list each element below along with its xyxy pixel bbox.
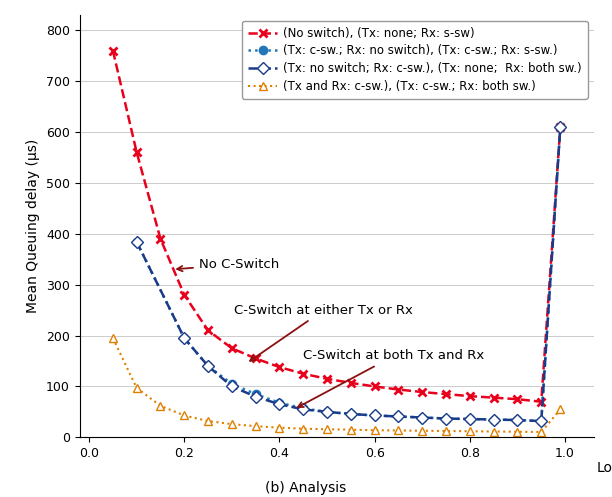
(Tx: c-sw.; Rx: no switch), (Tx: c-sw.; Rx: s-sw.): (0.9, 34): c-sw.; Rx: no switch), (Tx: c-sw.; Rx: s… — [514, 417, 521, 423]
Text: C-Switch at either Tx or Rx: C-Switch at either Tx or Rx — [234, 304, 413, 361]
(Tx: no switch; Rx: c-sw.), (Tx: none;  Rx: both sw.): (0.95, 32): no switch; Rx: c-sw.), (Tx: none; Rx: bo… — [537, 418, 545, 424]
(Tx and Rx: c-sw.), (Tx: c-sw.; Rx: both sw.): (0.25, 32): c-sw.), (Tx: c-sw.; Rx: both sw.): (0.25… — [204, 418, 212, 424]
(Tx: c-sw.; Rx: no switch), (Tx: c-sw.; Rx: s-sw.): (0.55, 46): c-sw.; Rx: no switch), (Tx: c-sw.; Rx: s… — [347, 411, 354, 417]
Line: (Tx and Rx: c-sw.), (Tx: c-sw.; Rx: both sw.): (Tx and Rx: c-sw.), (Tx: c-sw.; Rx: both… — [109, 334, 564, 436]
(Tx: c-sw.; Rx: no switch), (Tx: c-sw.; Rx: s-sw.): (0.7, 39): c-sw.; Rx: no switch), (Tx: c-sw.; Rx: s… — [419, 414, 426, 420]
(Tx: c-sw.; Rx: no switch), (Tx: c-sw.; Rx: s-sw.): (0.5, 50): c-sw.; Rx: no switch), (Tx: c-sw.; Rx: s… — [323, 409, 330, 415]
(Tx and Rx: c-sw.), (Tx: c-sw.; Rx: both sw.): (0.55, 15): c-sw.), (Tx: c-sw.; Rx: both sw.): (0.55… — [347, 427, 354, 433]
(Tx: no switch; Rx: c-sw.), (Tx: none;  Rx: both sw.): (0.65, 41): no switch; Rx: c-sw.), (Tx: none; Rx: bo… — [395, 414, 402, 419]
(Tx: no switch; Rx: c-sw.), (Tx: none;  Rx: both sw.): (0.2, 195): no switch; Rx: c-sw.), (Tx: none; Rx: bo… — [181, 335, 188, 341]
(Tx: no switch; Rx: c-sw.), (Tx: none;  Rx: both sw.): (0.9, 34): no switch; Rx: c-sw.), (Tx: none; Rx: bo… — [514, 417, 521, 423]
(No switch), (Tx: none; Rx: s-sw): (0.25, 210): none; Rx: s-sw): (0.25, 210) — [204, 328, 212, 333]
(Tx: c-sw.; Rx: no switch), (Tx: c-sw.; Rx: s-sw.): (0.2, 195): c-sw.; Rx: no switch), (Tx: c-sw.; Rx: s… — [181, 335, 188, 341]
(Tx: no switch; Rx: c-sw.), (Tx: none;  Rx: both sw.): (0.75, 37): no switch; Rx: c-sw.), (Tx: none; Rx: bo… — [442, 415, 450, 421]
(Tx and Rx: c-sw.), (Tx: c-sw.; Rx: both sw.): (0.35, 22): c-sw.), (Tx: c-sw.; Rx: both sw.): (0.35… — [252, 423, 259, 429]
(Tx: c-sw.; Rx: no switch), (Tx: c-sw.; Rx: s-sw.): (0.25, 140): c-sw.; Rx: no switch), (Tx: c-sw.; Rx: s… — [204, 363, 212, 369]
Text: (b) Analysis: (b) Analysis — [266, 481, 346, 495]
(Tx: no switch; Rx: c-sw.), (Tx: none;  Rx: both sw.): (0.8, 36): no switch; Rx: c-sw.), (Tx: none; Rx: bo… — [466, 416, 474, 422]
Y-axis label: Mean Queuing delay (μs): Mean Queuing delay (μs) — [26, 139, 40, 313]
(Tx: c-sw.; Rx: no switch), (Tx: c-sw.; Rx: s-sw.): (0.8, 36): c-sw.; Rx: no switch), (Tx: c-sw.; Rx: s… — [466, 416, 474, 422]
(Tx and Rx: c-sw.), (Tx: c-sw.; Rx: both sw.): (0.1, 97): c-sw.), (Tx: c-sw.; Rx: both sw.): (0.1,… — [133, 385, 140, 391]
(Tx: c-sw.; Rx: no switch), (Tx: c-sw.; Rx: s-sw.): (0.1, 384): c-sw.; Rx: no switch), (Tx: c-sw.; Rx: s… — [133, 239, 140, 245]
(Tx: c-sw.; Rx: no switch), (Tx: c-sw.; Rx: s-sw.): (0.6, 43): c-sw.; Rx: no switch), (Tx: c-sw.; Rx: s… — [371, 413, 378, 418]
(Tx: no switch; Rx: c-sw.), (Tx: none;  Rx: both sw.): (0.5, 50): no switch; Rx: c-sw.), (Tx: none; Rx: bo… — [323, 409, 330, 415]
(Tx: no switch; Rx: c-sw.), (Tx: none;  Rx: both sw.): (0.85, 35): no switch; Rx: c-sw.), (Tx: none; Rx: bo… — [490, 416, 498, 422]
(No switch), (Tx: none; Rx: s-sw): (0.2, 280): none; Rx: s-sw): (0.2, 280) — [181, 292, 188, 298]
(No switch), (Tx: none; Rx: s-sw): (0.3, 175): none; Rx: s-sw): (0.3, 175) — [228, 345, 236, 351]
Line: (Tx: no switch; Rx: c-sw.), (Tx: none;  Rx: both sw.): (Tx: no switch; Rx: c-sw.), (Tx: none; R… — [133, 123, 564, 425]
(No switch), (Tx: none; Rx: s-sw): (0.05, 760): none; Rx: s-sw): (0.05, 760) — [109, 48, 116, 54]
Text: C-Switch at both Tx and Rx: C-Switch at both Tx and Rx — [298, 349, 485, 407]
(No switch), (Tx: none; Rx: s-sw): (0.6, 100): none; Rx: s-sw): (0.6, 100) — [371, 384, 378, 390]
Legend: (No switch), (Tx: none; Rx: s-sw), (Tx: c-sw.; Rx: no switch), (Tx: c-sw.; Rx: s: (No switch), (Tx: none; Rx: s-sw), (Tx: … — [242, 21, 588, 99]
(Tx: no switch; Rx: c-sw.), (Tx: none;  Rx: both sw.): (0.45, 55): no switch; Rx: c-sw.), (Tx: none; Rx: bo… — [300, 407, 307, 413]
(No switch), (Tx: none; Rx: s-sw): (0.7, 89): none; Rx: s-sw): (0.7, 89) — [419, 389, 426, 395]
(Tx: c-sw.; Rx: no switch), (Tx: c-sw.; Rx: s-sw.): (0.85, 35): c-sw.; Rx: no switch), (Tx: c-sw.; Rx: s… — [490, 416, 498, 422]
(Tx and Rx: c-sw.), (Tx: c-sw.; Rx: both sw.): (0.05, 195): c-sw.), (Tx: c-sw.; Rx: both sw.): (0.05… — [109, 335, 116, 341]
(Tx: no switch; Rx: c-sw.), (Tx: none;  Rx: both sw.): (0.7, 39): no switch; Rx: c-sw.), (Tx: none; Rx: bo… — [419, 414, 426, 420]
(Tx: no switch; Rx: c-sw.), (Tx: none;  Rx: both sw.): (0.4, 65): no switch; Rx: c-sw.), (Tx: none; Rx: bo… — [276, 401, 283, 407]
(No switch), (Tx: none; Rx: s-sw): (0.15, 390): none; Rx: s-sw): (0.15, 390) — [157, 236, 164, 242]
(No switch), (Tx: none; Rx: s-sw): (0.1, 560): none; Rx: s-sw): (0.1, 560) — [133, 150, 140, 156]
(No switch), (Tx: none; Rx: s-sw): (0.9, 75): none; Rx: s-sw): (0.9, 75) — [514, 396, 521, 402]
(Tx: c-sw.; Rx: no switch), (Tx: c-sw.; Rx: s-sw.): (0.65, 41): c-sw.; Rx: no switch), (Tx: c-sw.; Rx: s… — [395, 414, 402, 419]
(Tx and Rx: c-sw.), (Tx: c-sw.; Rx: both sw.): (0.2, 43): c-sw.), (Tx: c-sw.; Rx: both sw.): (0.2,… — [181, 413, 188, 418]
(Tx and Rx: c-sw.), (Tx: c-sw.; Rx: both sw.): (0.5, 16): c-sw.), (Tx: c-sw.; Rx: both sw.): (0.5,… — [323, 426, 330, 432]
(Tx and Rx: c-sw.), (Tx: c-sw.; Rx: both sw.): (0.75, 12.5): c-sw.), (Tx: c-sw.; Rx: both sw.): (0.75… — [442, 428, 450, 434]
(No switch), (Tx: none; Rx: s-sw): (0.35, 155): none; Rx: s-sw): (0.35, 155) — [252, 355, 259, 361]
(Tx: no switch; Rx: c-sw.), (Tx: none;  Rx: both sw.): (0.99, 610): no switch; Rx: c-sw.), (Tx: none; Rx: bo… — [557, 124, 564, 130]
(Tx: no switch; Rx: c-sw.), (Tx: none;  Rx: both sw.): (0.25, 140): no switch; Rx: c-sw.), (Tx: none; Rx: bo… — [204, 363, 212, 369]
(Tx: c-sw.; Rx: no switch), (Tx: c-sw.; Rx: s-sw.): (0.95, 32): c-sw.; Rx: no switch), (Tx: c-sw.; Rx: s… — [537, 418, 545, 424]
(No switch), (Tx: none; Rx: s-sw): (0.99, 610): none; Rx: s-sw): (0.99, 610) — [557, 124, 564, 130]
(Tx and Rx: c-sw.), (Tx: c-sw.; Rx: both sw.): (0.4, 19): c-sw.), (Tx: c-sw.; Rx: both sw.): (0.4,… — [276, 425, 283, 431]
(Tx: no switch; Rx: c-sw.), (Tx: none;  Rx: both sw.): (0.6, 43): no switch; Rx: c-sw.), (Tx: none; Rx: bo… — [371, 413, 378, 418]
(No switch), (Tx: none; Rx: s-sw): (0.75, 85): none; Rx: s-sw): (0.75, 85) — [442, 391, 450, 397]
(No switch), (Tx: none; Rx: s-sw): (0.8, 81): none; Rx: s-sw): (0.8, 81) — [466, 393, 474, 399]
(Tx and Rx: c-sw.), (Tx: c-sw.; Rx: both sw.): (0.8, 12): c-sw.), (Tx: c-sw.; Rx: both sw.): (0.8,… — [466, 428, 474, 434]
(Tx: no switch; Rx: c-sw.), (Tx: none;  Rx: both sw.): (0.1, 384): no switch; Rx: c-sw.), (Tx: none; Rx: bo… — [133, 239, 140, 245]
(Tx and Rx: c-sw.), (Tx: c-sw.; Rx: both sw.): (0.7, 13): c-sw.), (Tx: c-sw.; Rx: both sw.): (0.7,… — [419, 428, 426, 434]
(Tx and Rx: c-sw.), (Tx: c-sw.; Rx: both sw.): (0.95, 10.5): c-sw.), (Tx: c-sw.; Rx: both sw.): (0.95… — [537, 429, 545, 435]
(No switch), (Tx: none; Rx: s-sw): (0.95, 70): none; Rx: s-sw): (0.95, 70) — [537, 399, 545, 405]
(Tx: c-sw.; Rx: no switch), (Tx: c-sw.; Rx: s-sw.): (0.99, 610): c-sw.; Rx: no switch), (Tx: c-sw.; Rx: s… — [557, 124, 564, 130]
(No switch), (Tx: none; Rx: s-sw): (0.4, 138): none; Rx: s-sw): (0.4, 138) — [276, 364, 283, 370]
(Tx: c-sw.; Rx: no switch), (Tx: c-sw.; Rx: s-sw.): (0.35, 85): c-sw.; Rx: no switch), (Tx: c-sw.; Rx: s… — [252, 391, 259, 397]
(Tx: c-sw.; Rx: no switch), (Tx: c-sw.; Rx: s-sw.): (0.4, 68): c-sw.; Rx: no switch), (Tx: c-sw.; Rx: s… — [276, 400, 283, 406]
Line: (Tx: c-sw.; Rx: no switch), (Tx: c-sw.; Rx: s-sw.): (Tx: c-sw.; Rx: no switch), (Tx: c-sw.; … — [133, 123, 564, 425]
(Tx: no switch; Rx: c-sw.), (Tx: none;  Rx: both sw.): (0.35, 80): no switch; Rx: c-sw.), (Tx: none; Rx: bo… — [252, 394, 259, 400]
(Tx and Rx: c-sw.), (Tx: c-sw.; Rx: both sw.): (0.6, 14): c-sw.), (Tx: c-sw.; Rx: both sw.): (0.6,… — [371, 427, 378, 433]
(No switch), (Tx: none; Rx: s-sw): (0.65, 94): none; Rx: s-sw): (0.65, 94) — [395, 387, 402, 393]
(Tx: no switch; Rx: c-sw.), (Tx: none;  Rx: both sw.): (0.55, 46): no switch; Rx: c-sw.), (Tx: none; Rx: bo… — [347, 411, 354, 417]
Line: (No switch), (Tx: none; Rx: s-sw): (No switch), (Tx: none; Rx: s-sw) — [109, 46, 564, 406]
(No switch), (Tx: none; Rx: s-sw): (0.55, 107): none; Rx: s-sw): (0.55, 107) — [347, 380, 354, 386]
(No switch), (Tx: none; Rx: s-sw): (0.45, 125): none; Rx: s-sw): (0.45, 125) — [300, 371, 307, 377]
(No switch), (Tx: none; Rx: s-sw): (0.85, 78): none; Rx: s-sw): (0.85, 78) — [490, 395, 498, 401]
(Tx and Rx: c-sw.), (Tx: c-sw.; Rx: both sw.): (0.65, 13.5): c-sw.), (Tx: c-sw.; Rx: both sw.): (0.65… — [395, 427, 402, 433]
Text: No C-Switch: No C-Switch — [177, 258, 279, 271]
(Tx and Rx: c-sw.), (Tx: c-sw.; Rx: both sw.): (0.45, 17): c-sw.), (Tx: c-sw.; Rx: both sw.): (0.45… — [300, 426, 307, 432]
(Tx: c-sw.; Rx: no switch), (Tx: c-sw.; Rx: s-sw.): (0.75, 37): c-sw.; Rx: no switch), (Tx: c-sw.; Rx: s… — [442, 415, 450, 421]
(Tx and Rx: c-sw.), (Tx: c-sw.; Rx: both sw.): (0.15, 62): c-sw.), (Tx: c-sw.; Rx: both sw.): (0.15… — [157, 403, 164, 409]
(Tx: no switch; Rx: c-sw.), (Tx: none;  Rx: both sw.): (0.3, 100): no switch; Rx: c-sw.), (Tx: none; Rx: bo… — [228, 384, 236, 390]
(Tx and Rx: c-sw.), (Tx: c-sw.; Rx: both sw.): (0.85, 11.5): c-sw.), (Tx: c-sw.; Rx: both sw.): (0.85… — [490, 428, 498, 434]
(Tx: c-sw.; Rx: no switch), (Tx: c-sw.; Rx: s-sw.): (0.3, 105): c-sw.; Rx: no switch), (Tx: c-sw.; Rx: s… — [228, 381, 236, 387]
(Tx and Rx: c-sw.), (Tx: c-sw.; Rx: both sw.): (0.99, 55): c-sw.), (Tx: c-sw.; Rx: both sw.): (0.99… — [557, 407, 564, 413]
(Tx: c-sw.; Rx: no switch), (Tx: c-sw.; Rx: s-sw.): (0.45, 57): c-sw.; Rx: no switch), (Tx: c-sw.; Rx: s… — [300, 406, 307, 412]
(No switch), (Tx: none; Rx: s-sw): (0.5, 115): none; Rx: s-sw): (0.5, 115) — [323, 376, 330, 382]
(Tx and Rx: c-sw.), (Tx: c-sw.; Rx: both sw.): (0.3, 26): c-sw.), (Tx: c-sw.; Rx: both sw.): (0.3,… — [228, 421, 236, 427]
(Tx and Rx: c-sw.), (Tx: c-sw.; Rx: both sw.): (0.9, 11): c-sw.), (Tx: c-sw.; Rx: both sw.): (0.9,… — [514, 429, 521, 435]
Text: Load: Load — [596, 461, 612, 475]
